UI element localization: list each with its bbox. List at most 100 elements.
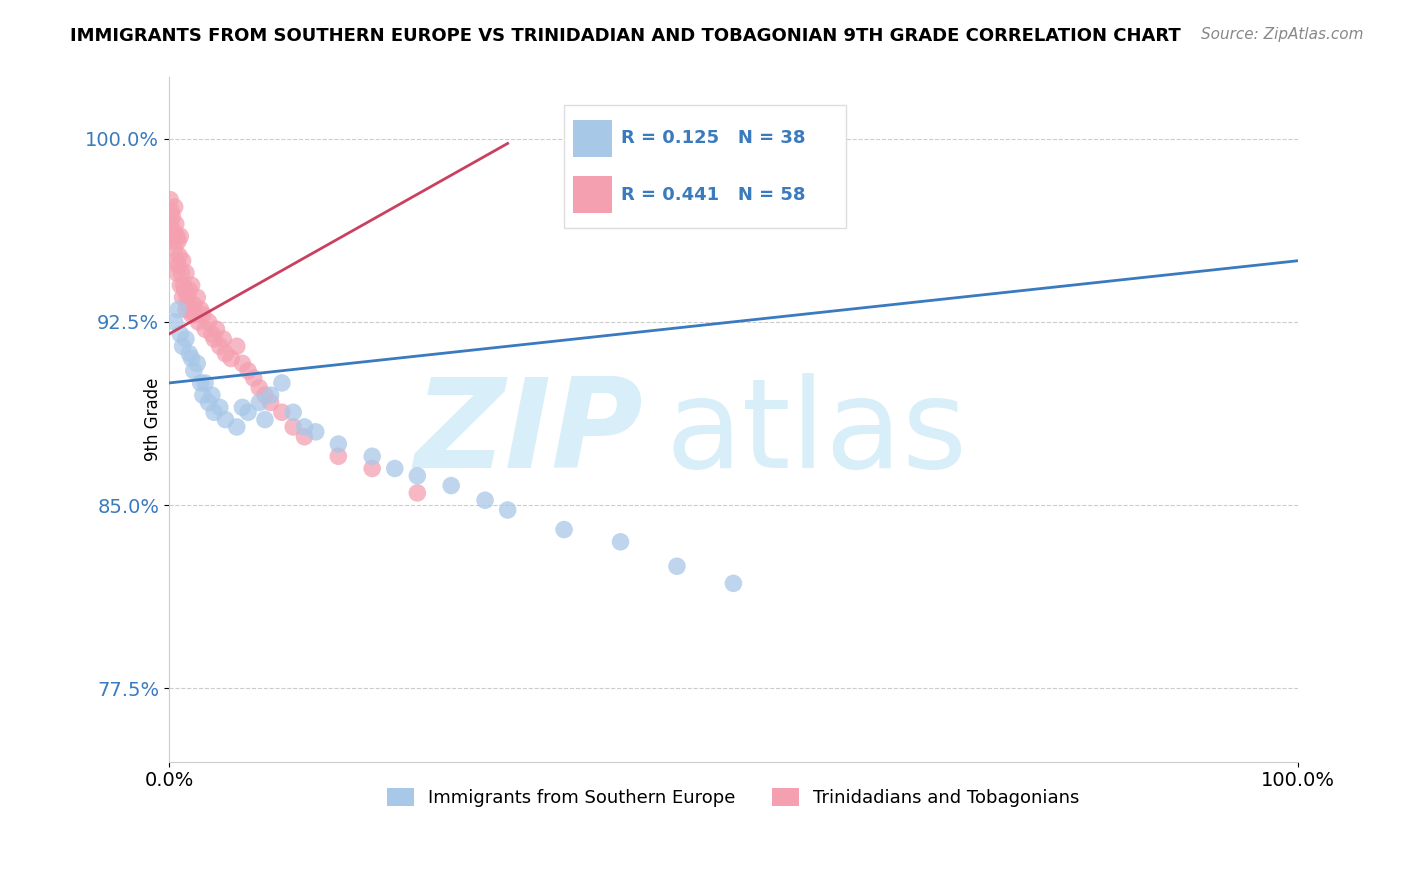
- Point: [208, 339, 231, 353]
- Point: [253, 388, 276, 402]
- Point: [174, 332, 197, 346]
- Point: [231, 356, 253, 370]
- Point: [179, 283, 201, 297]
- Point: [270, 405, 292, 419]
- Point: [247, 395, 270, 409]
- Point: [173, 278, 195, 293]
- Point: [186, 356, 208, 370]
- Point: [172, 253, 194, 268]
- Text: ZIP: ZIP: [415, 373, 643, 494]
- Point: [191, 308, 214, 322]
- Text: IMMIGRANTS FROM SOUTHERN EUROPE VS TRINIDADIAN AND TOBAGONIAN 9TH GRADE CORRELAT: IMMIGRANTS FROM SOUTHERN EUROPE VS TRINI…: [70, 27, 1181, 45]
- Point: [197, 315, 219, 329]
- Point: [160, 205, 183, 219]
- Point: [163, 242, 186, 256]
- Point: [169, 327, 191, 342]
- Point: [305, 425, 328, 439]
- Point: [170, 266, 193, 280]
- Point: [231, 401, 253, 415]
- Point: [205, 322, 228, 336]
- Point: [167, 259, 190, 273]
- Point: [328, 437, 350, 451]
- Point: [225, 420, 247, 434]
- Point: [225, 339, 247, 353]
- Point: [236, 405, 259, 419]
- Point: [197, 395, 219, 409]
- Point: [169, 229, 191, 244]
- Point: [176, 290, 198, 304]
- Point: [167, 234, 190, 248]
- Point: [190, 376, 212, 390]
- Point: [283, 405, 305, 419]
- Point: [201, 388, 224, 402]
- Point: [253, 412, 276, 426]
- Point: [166, 266, 188, 280]
- Point: [283, 420, 305, 434]
- Point: [177, 298, 200, 312]
- Point: [160, 229, 183, 244]
- Point: [162, 234, 184, 248]
- Point: [174, 266, 197, 280]
- Point: [183, 364, 205, 378]
- Point: [440, 478, 463, 492]
- Point: [159, 193, 181, 207]
- Point: [165, 253, 187, 268]
- Point: [242, 371, 264, 385]
- Point: [174, 302, 197, 317]
- Point: [496, 503, 519, 517]
- Point: [259, 395, 281, 409]
- Point: [190, 302, 212, 317]
- Point: [665, 559, 688, 574]
- Point: [294, 430, 316, 444]
- Point: [361, 450, 384, 464]
- Point: [609, 534, 631, 549]
- Point: [361, 461, 384, 475]
- Point: [194, 322, 217, 336]
- Point: [163, 315, 186, 329]
- Point: [294, 420, 316, 434]
- Point: [202, 405, 225, 419]
- Point: [212, 332, 235, 346]
- Point: [167, 302, 190, 317]
- Point: [270, 376, 292, 390]
- Text: Source: ZipAtlas.com: Source: ZipAtlas.com: [1201, 27, 1364, 42]
- Point: [236, 364, 259, 378]
- Point: [180, 308, 202, 322]
- Point: [172, 290, 194, 304]
- Point: [172, 339, 194, 353]
- Point: [208, 401, 231, 415]
- Point: [553, 523, 575, 537]
- Point: [474, 493, 496, 508]
- Point: [167, 249, 190, 263]
- Point: [169, 278, 191, 293]
- Point: [186, 290, 208, 304]
- Point: [328, 450, 350, 464]
- Point: [214, 412, 236, 426]
- Point: [201, 327, 224, 342]
- Point: [191, 388, 214, 402]
- Legend: Immigrants from Southern Europe, Trinidadians and Tobagonians: Immigrants from Southern Europe, Trinida…: [380, 780, 1087, 814]
- Point: [187, 315, 209, 329]
- Point: [179, 346, 201, 360]
- Point: [183, 298, 205, 312]
- Point: [173, 283, 195, 297]
- Y-axis label: 9th Grade: 9th Grade: [143, 378, 162, 461]
- Point: [180, 278, 202, 293]
- Text: atlas: atlas: [665, 373, 967, 494]
- Point: [180, 351, 202, 366]
- Point: [159, 217, 181, 231]
- Point: [406, 486, 429, 500]
- Point: [166, 229, 188, 244]
- Point: [162, 210, 184, 224]
- Point: [194, 376, 217, 390]
- Point: [384, 461, 406, 475]
- Point: [214, 346, 236, 360]
- Point: [247, 381, 270, 395]
- Point: [202, 332, 225, 346]
- Point: [219, 351, 242, 366]
- Point: [163, 200, 186, 214]
- Point: [162, 224, 184, 238]
- Point: [259, 388, 281, 402]
- Point: [406, 468, 429, 483]
- Point: [165, 217, 187, 231]
